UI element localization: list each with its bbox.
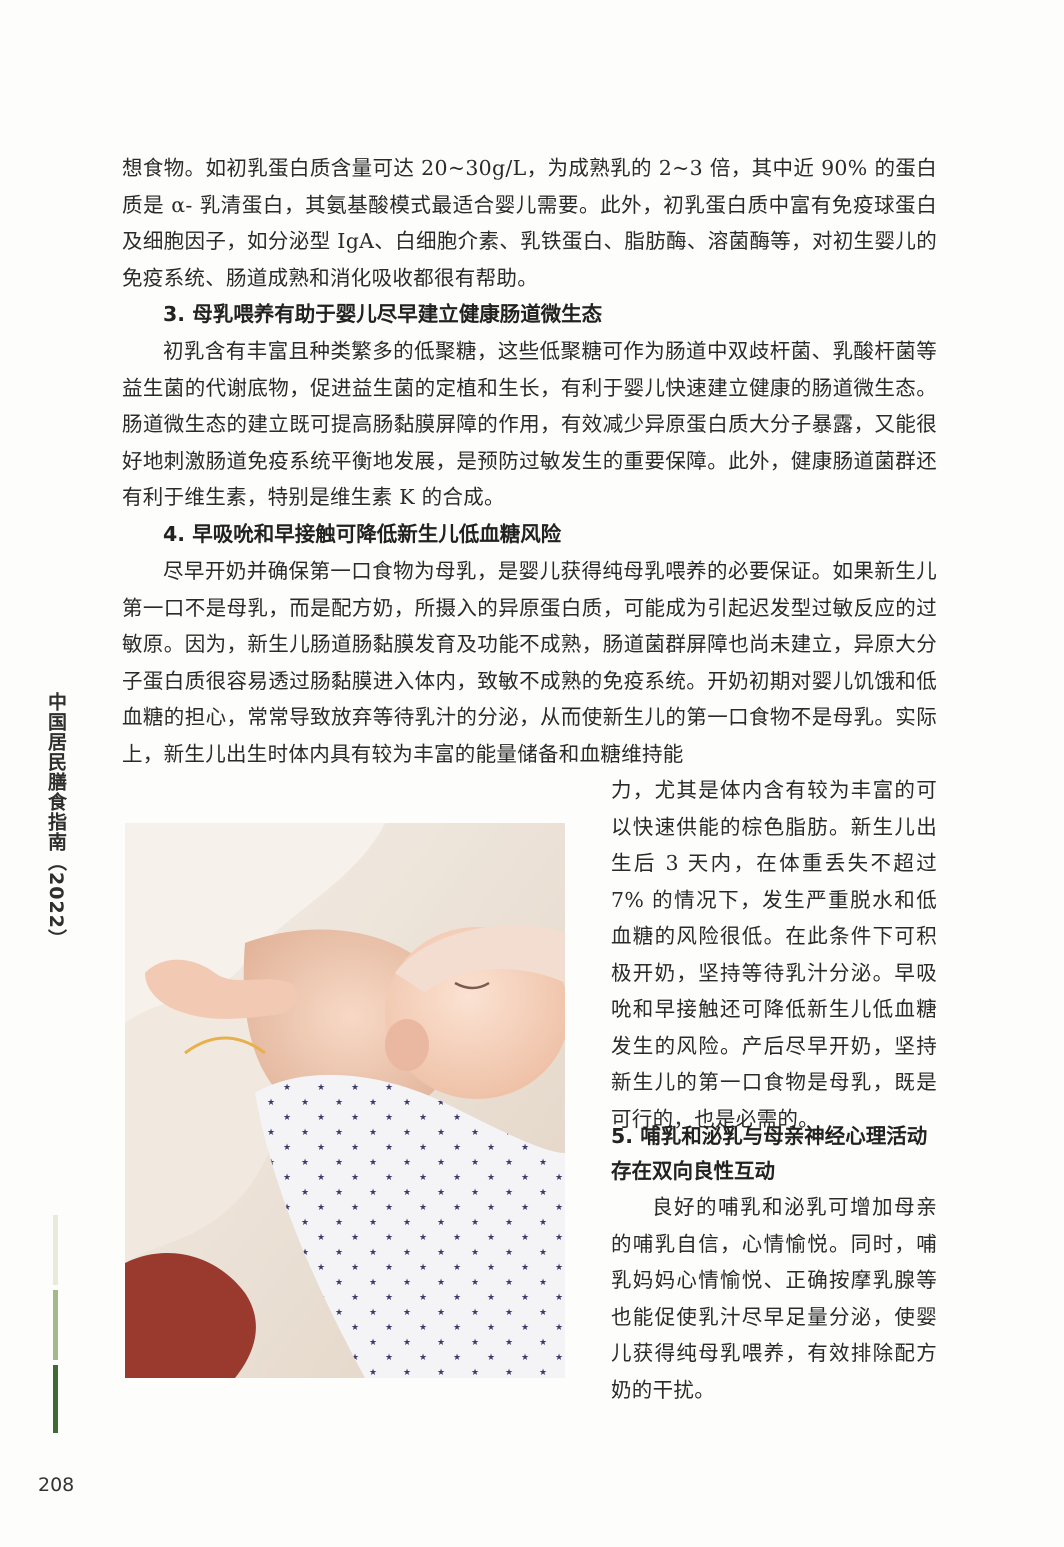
decor-bar-dark bbox=[53, 1365, 58, 1433]
breastfeeding-photo: ★ ★ bbox=[125, 823, 565, 1378]
paragraph-4-continued: 力，尤其是体内含有较为丰富的可以快速供能的棕色脂肪。新生儿出生后 3 天内，在体… bbox=[611, 778, 937, 1131]
paragraph-3: 初乳含有丰富且种类繁多的低聚糖，这些低聚糖可作为肠道中双歧杆菌、乳酸杆菌等益生菌… bbox=[122, 339, 937, 509]
page-number: 208 bbox=[38, 1474, 75, 1496]
decor-bar-light bbox=[53, 1215, 58, 1285]
paragraph-1: 想食物。如初乳蛋白质含量可达 20~30g/L，为成熟乳的 2~3 倍，其中近 … bbox=[122, 156, 937, 290]
paragraph-5: 良好的哺乳和泌乳可增加母亲的哺乳自信，心情愉悦。同时，哺乳妈妈心情愉悦、正确按摩… bbox=[611, 1195, 937, 1402]
decor-bar-mid bbox=[53, 1290, 58, 1360]
paragraph-4: 尽早开奶并确保第一口食物为母乳，是婴儿获得纯母乳喂养的必要保证。如果新生儿第一口… bbox=[122, 559, 937, 766]
section-heading-4: 4. 早吸吮和早接触可降低新生儿低血糖风险 bbox=[163, 522, 562, 546]
book-side-title: 中国居民膳食指南（2022） bbox=[45, 692, 67, 949]
section-heading-5: 5. 哺乳和泌乳与母亲神经心理活动存在双向良性互动 bbox=[611, 1124, 928, 1183]
section-heading-3: 3. 母乳喂养有助于婴儿尽早建立健康肠道微生态 bbox=[163, 302, 603, 326]
breastfeeding-illustration: ★ ★ bbox=[125, 823, 565, 1378]
